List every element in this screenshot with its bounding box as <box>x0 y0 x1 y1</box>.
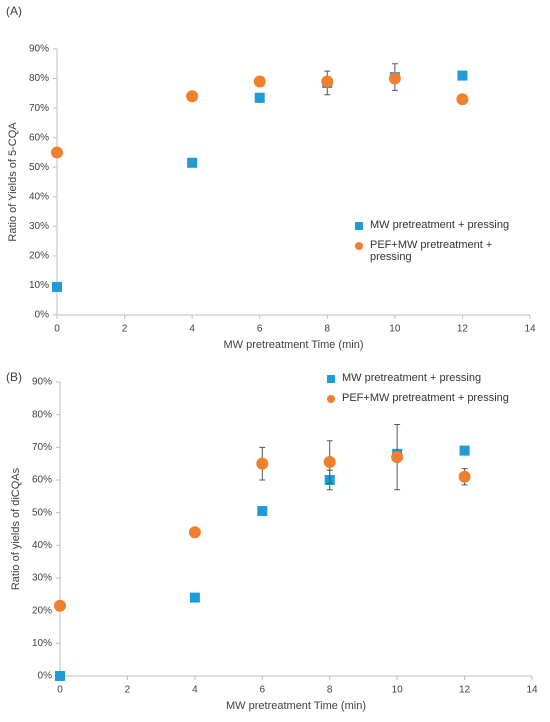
x-tick-label: 12 <box>457 324 469 335</box>
point <box>457 70 468 81</box>
x-tick-label: 14 <box>524 324 536 335</box>
x-tick-label: 8 <box>327 685 333 696</box>
y-tick-label: 20% <box>29 251 49 262</box>
y-tick-label: 70% <box>29 103 49 114</box>
x-tick-label: 4 <box>189 324 195 335</box>
y-tick-label: 30% <box>32 573 52 584</box>
x-tick-label: 4 <box>192 685 198 696</box>
point <box>456 93 469 106</box>
x-axis-title: MW pretreatment Time (min) <box>226 700 366 712</box>
legend-item: PEF+MW pretreatment + pressing <box>327 392 517 404</box>
point <box>458 470 471 483</box>
panel-label: (A) <box>6 4 22 18</box>
x-tick-label: 6 <box>257 324 263 335</box>
y-tick-label: 80% <box>29 73 49 84</box>
point <box>54 599 66 612</box>
point <box>52 281 62 292</box>
point <box>391 451 404 464</box>
x-tick-label: 8 <box>325 324 331 335</box>
x-tick-label: 14 <box>526 685 538 696</box>
y-tick-label: 40% <box>32 540 52 551</box>
point <box>323 456 336 469</box>
y-tick-label: 60% <box>29 132 49 143</box>
point <box>321 75 334 88</box>
legend-label: MW pretreatment + pressing <box>370 219 510 232</box>
point <box>459 445 470 456</box>
y-tick-label: 90% <box>29 44 49 55</box>
legend-item: MW pretreatment + pressing <box>327 372 517 384</box>
legend-swatch <box>327 375 335 383</box>
y-tick-label: 70% <box>32 442 52 453</box>
point <box>253 75 266 88</box>
point <box>187 157 198 168</box>
x-tick-label: 6 <box>260 685 266 696</box>
legend-swatch <box>355 242 363 251</box>
panel-label: (B) <box>6 370 22 384</box>
y-tick-label: 40% <box>29 191 49 202</box>
y-tick-label: 60% <box>32 475 52 486</box>
legend-label: PEF+MW pretreatment + pressing <box>342 392 509 404</box>
point <box>254 92 265 103</box>
legend-label: PEF+MW pretreatment + pressing <box>370 239 493 264</box>
x-tick-label: 10 <box>392 685 404 696</box>
point <box>256 457 269 470</box>
legend-swatch <box>355 222 363 231</box>
y-axis-title: Ratio of yields of diCQAs <box>10 467 22 590</box>
point <box>186 90 199 103</box>
y-tick-label: 50% <box>29 162 49 173</box>
y-tick-label: 20% <box>32 605 52 616</box>
point <box>55 671 65 681</box>
legend-swatch <box>327 395 335 403</box>
legend-item: MW pretreatment + pressing <box>355 219 515 231</box>
point <box>189 592 200 603</box>
y-tick-label: 90% <box>32 377 52 388</box>
x-tick-label: 0 <box>57 685 63 696</box>
y-tick-label: 10% <box>32 638 52 649</box>
x-tick-label: 2 <box>125 685 131 696</box>
x-axis-title: MW pretreatment Time (min) <box>224 339 364 351</box>
point <box>188 526 201 539</box>
y-tick-label: 50% <box>32 507 52 518</box>
y-axis-title: Ratio of Yields of 5-CQA <box>7 122 19 242</box>
y-tick-label: 10% <box>29 280 49 291</box>
point <box>388 72 401 85</box>
legend: MW pretreatment + pressing PEF+MW pretrea… <box>327 372 517 412</box>
y-tick-label: 80% <box>32 409 52 420</box>
x-tick-label: 10 <box>389 324 401 335</box>
x-tick-label: 2 <box>122 324 128 335</box>
x-tick-label: 12 <box>459 685 471 696</box>
y-tick-label: 0% <box>35 310 50 321</box>
legend-label: MW pretreatment + pressing <box>342 372 482 384</box>
point <box>257 506 268 517</box>
x-tick-label: 0 <box>54 324 60 335</box>
y-tick-label: 30% <box>29 221 49 232</box>
legend-item: PEF+MW pretreatment + pressing <box>355 239 515 263</box>
legend: MW pretreatment + pressing PEF+MW pretrea… <box>355 219 515 271</box>
point <box>51 146 63 159</box>
y-tick-label: 0% <box>38 671 53 682</box>
